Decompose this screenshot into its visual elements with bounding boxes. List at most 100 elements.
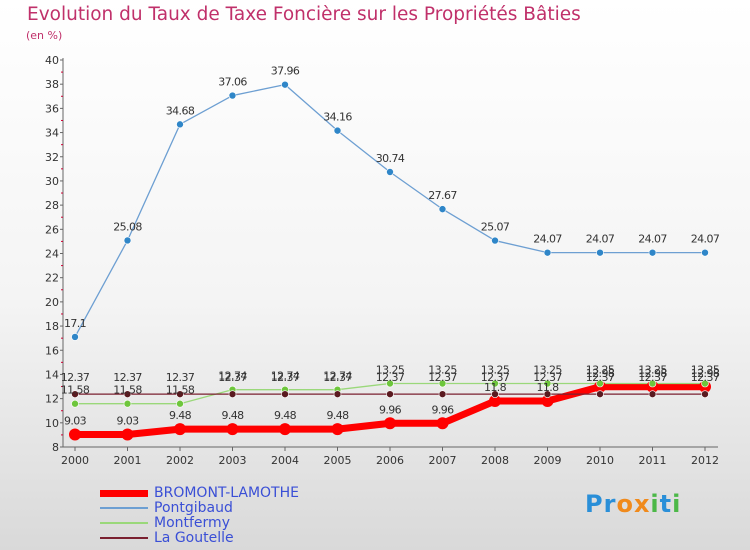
data-point [123, 390, 132, 398]
data-point [596, 390, 604, 398]
data-label: 25.07 [481, 221, 510, 234]
y-tick-label: 16 [45, 344, 59, 357]
data-point [123, 236, 132, 245]
x-tick-label: 2003 [219, 454, 247, 467]
data-point [648, 248, 657, 257]
logo-letter: o [616, 490, 634, 518]
data-label: 11.8 [484, 381, 507, 394]
data-point [281, 390, 289, 398]
data-point [228, 91, 237, 100]
data-label: 11.8 [536, 381, 559, 394]
data-point [436, 417, 449, 430]
data-point [543, 248, 552, 257]
data-label: 12.37 [61, 371, 90, 384]
y-tick-label: 32 [45, 151, 59, 164]
data-label: 12.74 [218, 370, 247, 383]
data-label: 37.06 [218, 76, 247, 89]
data-point [71, 333, 79, 341]
data-label: 13.25 [428, 364, 457, 377]
x-tick-label: 2009 [534, 454, 562, 467]
data-label: 9.48 [326, 409, 349, 422]
data-label: 12.98 [691, 367, 720, 380]
data-label: 13.25 [691, 364, 720, 377]
data-label: 11.58 [113, 384, 142, 397]
y-tick-label: 34 [45, 127, 59, 140]
y-tick-label: 38 [45, 78, 59, 91]
data-point [228, 390, 237, 398]
data-point [491, 390, 499, 398]
data-label: 12.37 [638, 371, 667, 384]
y-tick-label: 12 [45, 393, 59, 406]
data-label: 12.37 [376, 371, 405, 384]
logo-letter: P [585, 490, 604, 518]
chart-title: Evolution du Taux de Taxe Foncière sur l… [27, 4, 581, 25]
data-label: 12.37 [428, 371, 457, 384]
data-point [331, 423, 344, 436]
data-label: 37.96 [271, 65, 300, 78]
logo-letter: x [633, 490, 651, 518]
y-tick-label: 22 [45, 272, 59, 285]
legend-swatch [100, 489, 148, 497]
y-tick-label: 20 [45, 296, 59, 309]
data-label: 13.25 [533, 364, 562, 377]
data-point [71, 390, 79, 398]
x-tick-label: 2000 [61, 454, 89, 467]
data-point [384, 417, 396, 430]
data-point [648, 390, 657, 398]
data-label: 12.37 [166, 371, 195, 384]
data-point [386, 390, 394, 398]
data-label: 9.03 [116, 415, 139, 428]
x-tick-label: 2012 [691, 454, 719, 467]
data-label: 9.96 [379, 403, 402, 416]
data-point [174, 423, 186, 436]
data-label: 12.37 [586, 371, 615, 384]
data-label: 34.16 [323, 111, 352, 124]
data-label: 34.68 [166, 104, 195, 117]
data-label: 30.74 [376, 152, 405, 165]
data-label: 12.37 [113, 371, 142, 384]
y-tick-label: 8 [52, 441, 59, 454]
data-point [333, 390, 342, 398]
data-label: 11.58 [166, 384, 195, 397]
legend-label: Montfermy [154, 515, 230, 531]
y-tick-label: 36 [45, 102, 59, 115]
x-tick-label: 2006 [376, 454, 404, 467]
x-tick-label: 2001 [114, 454, 142, 467]
data-label: 9.03 [64, 415, 87, 428]
data-label: 13.25 [586, 364, 615, 377]
data-point [279, 423, 291, 436]
data-label: 13.25 [638, 364, 667, 377]
x-tick-label: 2005 [324, 454, 352, 467]
legend-label: La Goutelle [154, 530, 234, 546]
data-label: 25.08 [113, 220, 142, 233]
legend-swatch [100, 507, 148, 509]
data-point [701, 390, 709, 398]
data-label: 12.37 [691, 371, 720, 384]
data-label: 12.98 [638, 367, 667, 380]
legend-swatch [100, 537, 148, 539]
data-point [226, 423, 239, 436]
legend-label: BROMONT-LAMOTHE [154, 485, 299, 501]
y-tick-label: 24 [45, 248, 59, 261]
data-label: 12.74 [271, 370, 300, 383]
data-point [438, 379, 447, 388]
data-point [176, 399, 184, 408]
data-point [438, 390, 447, 398]
data-point [386, 168, 394, 176]
legend-swatch [100, 522, 148, 524]
unit-label: (en %) [26, 29, 63, 42]
data-label: 13.25 [376, 364, 405, 377]
data-label: 12.37 [271, 371, 300, 384]
x-tick-label: 2002 [166, 454, 194, 467]
x-tick-label: 2010 [586, 454, 614, 467]
y-tick-label: 10 [45, 417, 59, 430]
data-point [701, 379, 709, 388]
data-label: 13.25 [481, 364, 510, 377]
logo-letter: r [603, 490, 617, 518]
data-point [438, 205, 447, 213]
data-point [648, 379, 657, 388]
legend-label: Pontgibaud [154, 500, 233, 516]
y-tick-label: 28 [45, 199, 59, 212]
y-tick-label: 14 [45, 368, 59, 381]
